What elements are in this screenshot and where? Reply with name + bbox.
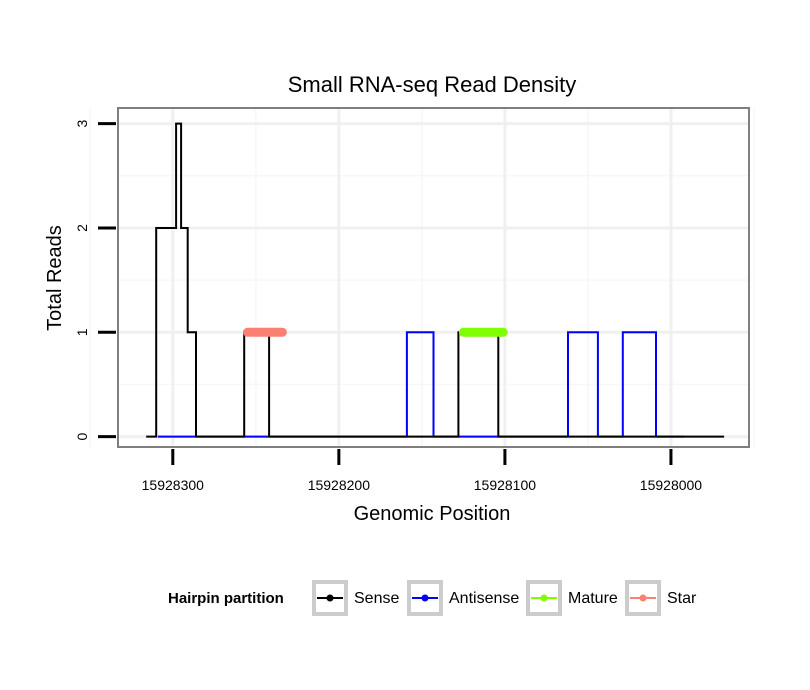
y-axis-title: Total Reads <box>44 225 66 331</box>
legend-key-box <box>526 580 562 616</box>
x-tick-label: 15928200 <box>308 477 371 493</box>
x-tick-label: 15928300 <box>142 477 205 493</box>
legend-key-point <box>326 594 334 602</box>
legend-key-point <box>639 594 647 602</box>
x-axis: 15928300 15928200 15928100 15928000 <box>142 449 703 493</box>
legend-entries: Sense Antisense Mature Star <box>312 580 697 616</box>
legend-item-sense: Sense <box>312 580 399 616</box>
legend-title: Hairpin partition <box>168 590 284 607</box>
legend: Hairpin partition Sense Antisense Mature St… <box>168 580 697 616</box>
x-tick-label: 15928000 <box>640 477 703 493</box>
series-layer <box>146 122 725 438</box>
legend-item-mature: Mature <box>526 580 618 616</box>
x-tick-label: 15928100 <box>474 477 537 493</box>
legend-item-star: Star <box>625 580 697 616</box>
y-tick-label: 0 <box>74 432 90 440</box>
legend-label: Sense <box>354 590 399 607</box>
grid <box>89 108 755 447</box>
legend-item-antisense: Antisense <box>407 580 519 616</box>
chart-title: Small RNA-seq Read Density <box>288 72 577 97</box>
legend-label: Antisense <box>449 590 519 607</box>
legend-key-point <box>540 594 548 602</box>
series-line-antisense <box>157 331 685 438</box>
legend-label: Mature <box>568 590 618 607</box>
y-tick-label: 2 <box>74 224 90 232</box>
y-axis: 0 1 2 3 <box>74 119 116 440</box>
x-axis-title: Genomic Position <box>354 503 511 525</box>
y-tick-label: 3 <box>74 119 90 127</box>
y-tick-label: 1 <box>74 328 90 336</box>
legend-label: Star <box>667 590 697 607</box>
series-line-sense <box>146 122 725 438</box>
legend-key-point <box>421 594 429 602</box>
plot-border <box>117 107 750 448</box>
